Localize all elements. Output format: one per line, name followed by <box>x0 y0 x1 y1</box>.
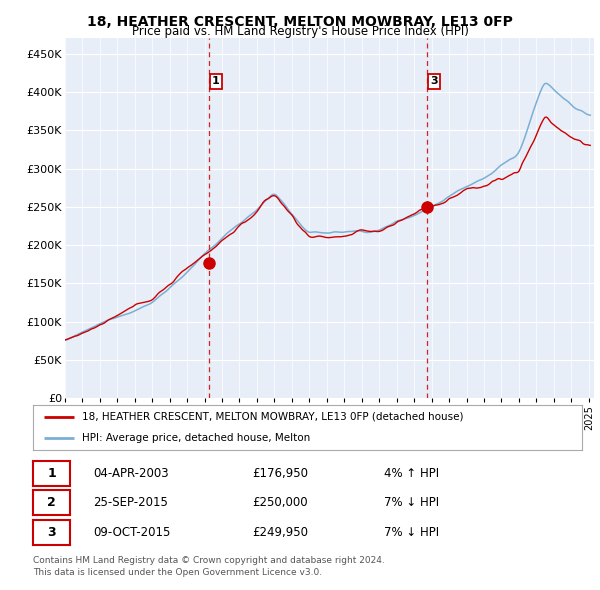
Text: 25-SEP-2015: 25-SEP-2015 <box>93 496 168 509</box>
Text: 18, HEATHER CRESCENT, MELTON MOWBRAY, LE13 0FP (detached house): 18, HEATHER CRESCENT, MELTON MOWBRAY, LE… <box>82 412 464 422</box>
Text: 3: 3 <box>47 526 56 539</box>
Text: £249,950: £249,950 <box>252 526 308 539</box>
Text: 3: 3 <box>430 76 438 86</box>
Text: £176,950: £176,950 <box>252 467 308 480</box>
Text: 7% ↓ HPI: 7% ↓ HPI <box>384 526 439 539</box>
Text: 18, HEATHER CRESCENT, MELTON MOWBRAY, LE13 0FP: 18, HEATHER CRESCENT, MELTON MOWBRAY, LE… <box>87 15 513 29</box>
Text: 04-APR-2003: 04-APR-2003 <box>93 467 169 480</box>
Text: £250,000: £250,000 <box>252 496 308 509</box>
Text: HPI: Average price, detached house, Melton: HPI: Average price, detached house, Melt… <box>82 433 311 443</box>
Text: 7% ↓ HPI: 7% ↓ HPI <box>384 496 439 509</box>
Text: 4% ↑ HPI: 4% ↑ HPI <box>384 467 439 480</box>
Text: This data is licensed under the Open Government Licence v3.0.: This data is licensed under the Open Gov… <box>33 568 322 577</box>
Text: 1: 1 <box>47 467 56 480</box>
Text: 09-OCT-2015: 09-OCT-2015 <box>93 526 170 539</box>
Text: 2: 2 <box>47 496 56 509</box>
Text: Price paid vs. HM Land Registry's House Price Index (HPI): Price paid vs. HM Land Registry's House … <box>131 25 469 38</box>
Text: 1: 1 <box>212 76 220 86</box>
Text: Contains HM Land Registry data © Crown copyright and database right 2024.: Contains HM Land Registry data © Crown c… <box>33 556 385 565</box>
